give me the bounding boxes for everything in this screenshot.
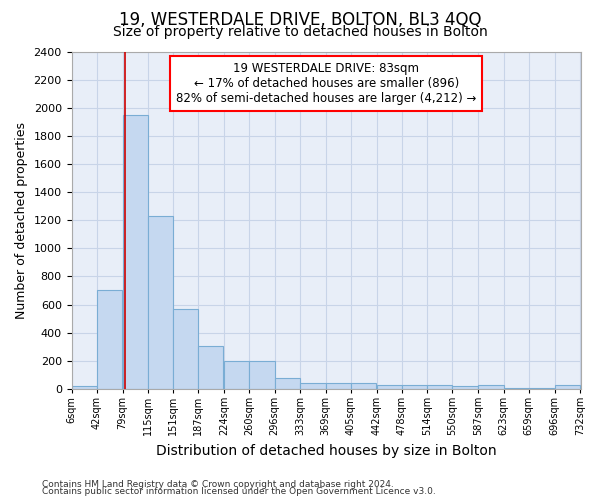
Bar xyxy=(452,386,478,389)
Bar xyxy=(275,378,300,389)
Bar xyxy=(351,383,376,389)
Bar xyxy=(377,384,402,389)
Bar xyxy=(97,290,122,389)
Text: 19, WESTERDALE DRIVE, BOLTON, BL3 4QQ: 19, WESTERDALE DRIVE, BOLTON, BL3 4QQ xyxy=(119,11,481,29)
Bar xyxy=(427,386,452,389)
Bar xyxy=(326,383,351,389)
Bar xyxy=(554,386,580,389)
Bar xyxy=(402,386,427,389)
X-axis label: Distribution of detached houses by size in Bolton: Distribution of detached houses by size … xyxy=(156,444,497,458)
Bar xyxy=(198,346,223,389)
Text: Contains public sector information licensed under the Open Government Licence v3: Contains public sector information licen… xyxy=(42,487,436,496)
Bar xyxy=(478,386,503,389)
Bar xyxy=(71,386,97,389)
Bar xyxy=(148,216,173,389)
Y-axis label: Number of detached properties: Number of detached properties xyxy=(15,122,28,318)
Text: Size of property relative to detached houses in Bolton: Size of property relative to detached ho… xyxy=(113,25,487,39)
Bar xyxy=(250,360,275,389)
Bar xyxy=(301,382,326,389)
Bar xyxy=(503,388,529,389)
Text: Contains HM Land Registry data © Crown copyright and database right 2024.: Contains HM Land Registry data © Crown c… xyxy=(42,480,394,489)
Bar xyxy=(224,360,250,389)
Bar xyxy=(529,388,554,389)
Bar xyxy=(122,115,148,389)
Bar xyxy=(173,308,198,389)
Text: 19 WESTERDALE DRIVE: 83sqm
← 17% of detached houses are smaller (896)
82% of sem: 19 WESTERDALE DRIVE: 83sqm ← 17% of deta… xyxy=(176,62,476,104)
